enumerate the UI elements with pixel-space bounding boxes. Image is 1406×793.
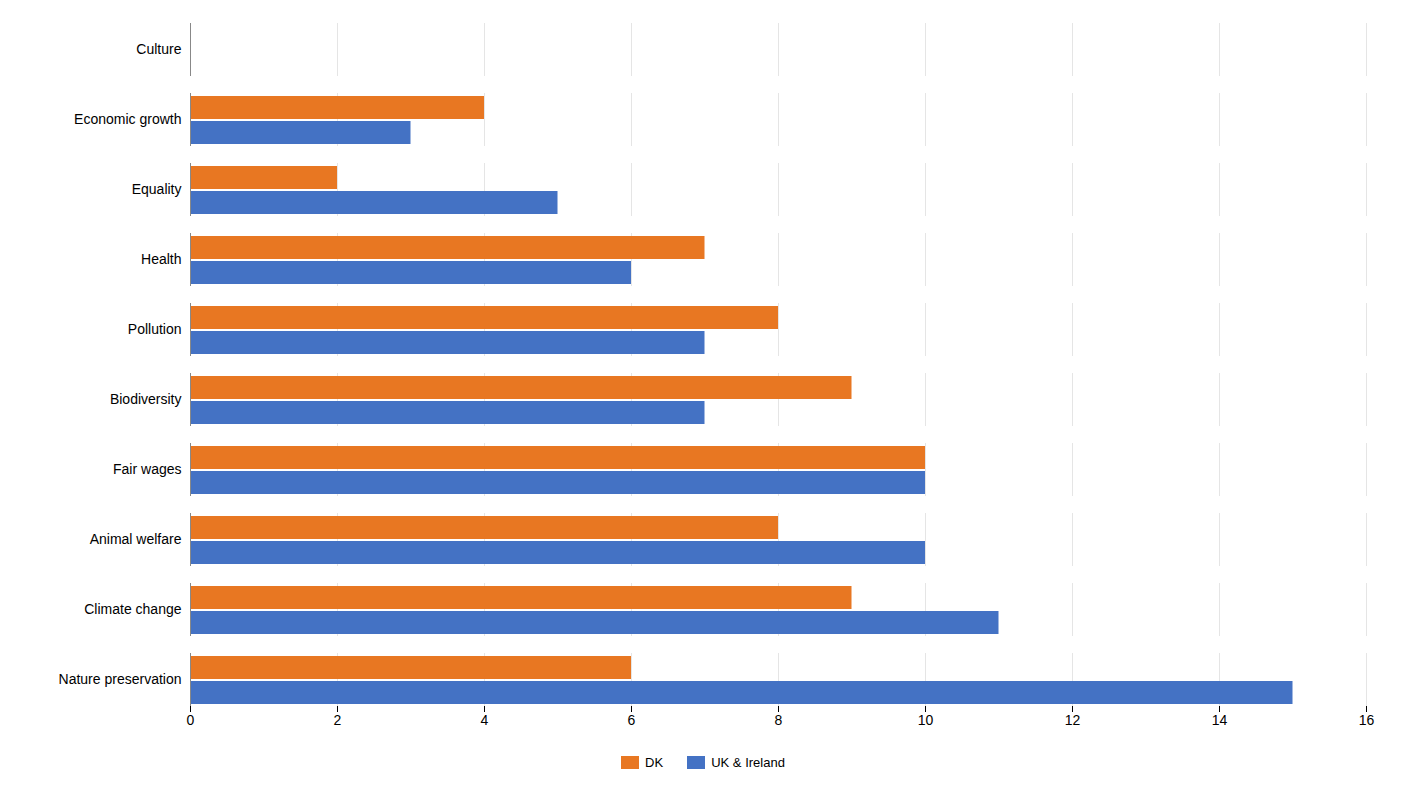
svg-text:Animal welfare: Animal welfare [90, 531, 182, 547]
svg-text:Pollution: Pollution [128, 321, 182, 337]
svg-text:6: 6 [628, 712, 636, 728]
svg-text:16: 16 [1359, 712, 1375, 728]
svg-text:Nature preservation: Nature preservation [59, 671, 182, 687]
html-text:DK: DK [645, 755, 664, 770]
svg-text:2: 2 [334, 712, 342, 728]
svg-text:12: 12 [1065, 712, 1081, 728]
svg-text:Fair wages: Fair wages [113, 461, 181, 477]
svg-text:0: 0 [187, 712, 195, 728]
svg-text:10: 10 [918, 712, 934, 728]
svg-text:Equality: Equality [132, 181, 182, 197]
html-text:UK & Ireland: UK & Ireland [711, 755, 785, 770]
svg-text:8: 8 [775, 712, 783, 728]
svg-text:Climate change: Climate change [84, 601, 181, 617]
svg-text:Economic growth: Economic growth [74, 111, 181, 127]
svg-text:4: 4 [481, 712, 489, 728]
svg-text:Culture: Culture [136, 41, 181, 57]
svg-text:Biodiversity: Biodiversity [110, 391, 182, 407]
svg-text:Health: Health [141, 251, 181, 267]
svg-text:14: 14 [1212, 712, 1228, 728]
